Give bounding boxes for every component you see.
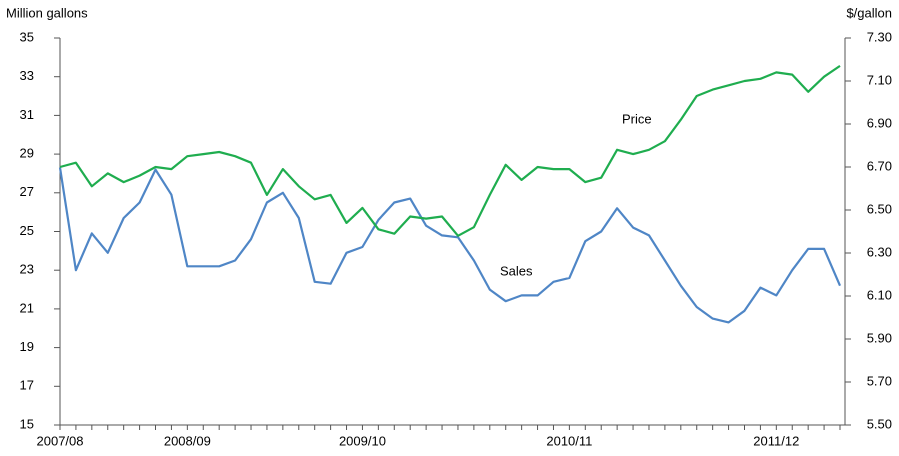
y2-tick-label: 7.30 [867, 29, 892, 44]
y2-tick-label: 6.70 [867, 158, 892, 173]
series-line [59, 64, 841, 237]
series-annotation: Price [622, 111, 652, 126]
y2-tick-label: 7.10 [867, 72, 892, 87]
y-tick-label: 29 [20, 146, 34, 161]
y-tick-label: 21 [20, 300, 34, 315]
x-tick-label: 2009/10 [339, 433, 386, 448]
y-tick-label: 27 [20, 184, 34, 199]
y-tick-label: 35 [20, 29, 34, 44]
y2-tick-label: 5.90 [867, 330, 892, 345]
y2-tick-label: 5.70 [867, 373, 892, 388]
y-tick-label: 25 [20, 223, 34, 238]
x-tick-label: 2011/12 [753, 433, 799, 448]
y-tick-label: 15 [20, 416, 34, 431]
y-tick-label: 23 [20, 262, 34, 277]
series-annotation: Sales [500, 263, 533, 278]
y2-axis-title: $/gallon [846, 5, 892, 20]
y-tick-label: 31 [20, 107, 34, 122]
y2-tick-label: 6.10 [867, 287, 892, 302]
series-line [58, 167, 842, 324]
y-tick-label: 33 [20, 68, 34, 83]
x-tick-label: 2007/08 [37, 433, 84, 448]
y2-tick-label: 5.50 [867, 416, 892, 431]
x-tick-label: 2008/09 [164, 433, 211, 448]
y-tick-label: 19 [20, 339, 34, 354]
y2-tick-label: 6.30 [867, 244, 892, 259]
y-tick-label: 17 [20, 378, 34, 393]
y-axis-title: Million gallons [6, 5, 88, 20]
y2-tick-label: 6.50 [867, 201, 892, 216]
y2-tick-label: 6.90 [867, 115, 892, 130]
x-tick-label: 2010/11 [546, 433, 592, 448]
